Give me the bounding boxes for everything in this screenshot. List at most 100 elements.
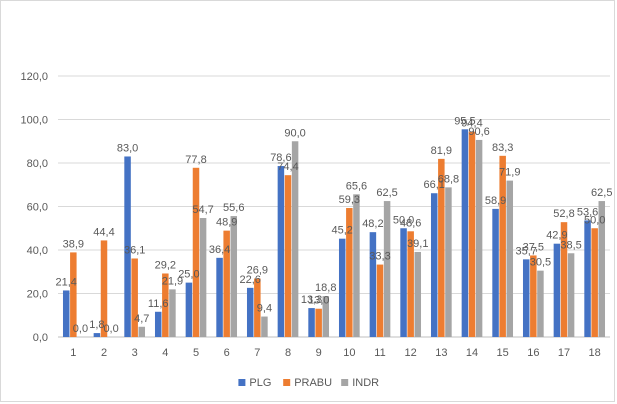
bar-prabu [192, 167, 200, 337]
data-label-indr: 90,0 [284, 127, 305, 139]
data-label-indr: 38,5 [560, 239, 581, 251]
data-label-indr: 30,5 [530, 257, 551, 269]
bar-plg [522, 259, 530, 337]
bar-plg [338, 238, 346, 337]
data-label-plg: 1,8 [89, 319, 104, 331]
bar-plg [492, 208, 499, 337]
data-label-prabu: 26,9 [247, 264, 268, 276]
data-label-prabu: 33,3 [369, 251, 390, 263]
x-tick-label: 2 [101, 347, 107, 359]
bar-plg [185, 282, 193, 337]
bar-prabu [530, 255, 537, 337]
bar-prabu [376, 264, 384, 337]
data-label-prabu: 13,0 [308, 295, 329, 307]
bar-plg [430, 193, 438, 337]
legend-label-plg: PLG [249, 377, 271, 389]
data-label-plg: 21,4 [56, 276, 77, 288]
bar-prabu [223, 230, 230, 337]
bar-plg [154, 311, 162, 337]
data-label-plg: 36,4 [209, 244, 230, 256]
legend-label-prabu: PRABU [294, 377, 332, 389]
data-label-prabu: 74,4 [277, 161, 298, 173]
bar-prabu [591, 228, 598, 337]
data-label-indr: 62,5 [591, 187, 612, 199]
bar-prabu [438, 158, 445, 337]
legend-label-indr: INDR [352, 377, 379, 389]
data-label-prabu: 38,9 [63, 238, 84, 250]
bar-plg [584, 220, 591, 337]
y-tick-label: 40,0 [27, 245, 48, 257]
bar-indr [322, 296, 330, 337]
y-tick-label: 120,0 [20, 71, 48, 83]
data-label-prabu: 94,4 [461, 118, 482, 130]
bar-indr [567, 253, 575, 337]
data-label-plg: 50,0 [393, 214, 414, 226]
data-label-indr: 90,6 [468, 126, 489, 138]
bar-plg [277, 166, 285, 337]
data-label-prabu: 36,1 [124, 244, 145, 256]
data-label-indr: 39,1 [407, 238, 428, 250]
data-label-prabu: 48,6 [400, 217, 421, 229]
bar-plg [369, 232, 377, 337]
bar-plg [400, 228, 407, 337]
data-label-indr: 18,8 [315, 282, 336, 294]
x-tick-label: 14 [466, 347, 478, 359]
bar-prabu [499, 155, 506, 337]
x-tick-label: 13 [435, 347, 447, 359]
x-tick-label: 5 [193, 347, 199, 359]
bar-indr [414, 251, 422, 337]
bar-indr [506, 180, 514, 337]
data-label-plg: 25,0 [178, 269, 199, 281]
legend-swatch-prabu [283, 379, 291, 386]
data-label-prabu: 48,9 [216, 217, 237, 229]
data-label-prabu: 81,9 [431, 145, 452, 157]
data-label-prabu: 77,8 [185, 154, 206, 166]
x-tick-label: 16 [527, 347, 539, 359]
bar-indr [169, 289, 176, 337]
data-label-plg: 35,7 [516, 245, 537, 257]
data-label-plg: 45,2 [332, 225, 353, 237]
y-tick-label: 60,0 [27, 202, 48, 214]
data-label-plg: 13,3 [301, 294, 322, 306]
x-tick-label: 10 [343, 347, 355, 359]
x-tick-label: 17 [558, 347, 570, 359]
bar-plg [553, 243, 561, 337]
bar-indr [138, 326, 146, 337]
bar-plg [246, 287, 254, 337]
x-tick-label: 15 [497, 347, 509, 359]
legend-swatch-plg [238, 379, 246, 386]
bar-prabu [407, 231, 414, 337]
data-label-prabu: 44,4 [93, 226, 114, 238]
legend-swatch-indr [341, 379, 349, 386]
bar-plg [62, 290, 70, 337]
bar-prabu [162, 273, 169, 337]
bar-indr [261, 316, 268, 337]
data-label-indr: 0,0 [73, 323, 88, 335]
data-label-indr: 4,7 [134, 313, 149, 325]
bar-prabu [560, 222, 568, 337]
x-tick-label: 4 [162, 347, 168, 359]
data-label-plg: 95,5 [454, 115, 475, 127]
bar-prabu [254, 278, 261, 337]
bar-indr [383, 201, 391, 337]
x-tick-label: 11 [374, 347, 385, 359]
bar-plg [216, 257, 223, 337]
x-tick-label: 6 [224, 347, 230, 359]
data-labels: 21,4 38,9 0,0 1,8 44,4 0,0 83,0 36,1 4,7 11,6 29,2… [56, 115, 613, 335]
data-label-indr: 0,0 [103, 323, 118, 335]
y-tick-label: 0,0 [33, 332, 48, 344]
x-tick-label: 1 [70, 347, 76, 359]
data-label-plg: 53,6 [577, 206, 598, 218]
x-tick-label: 7 [254, 347, 260, 359]
y-tick-label: 80,0 [27, 158, 48, 170]
x-axis-ticks: 1 2 3 4 5 6 7 8 9 10 11 12 13 14 15 16 17 18 [70, 347, 601, 359]
data-label-plg: 11,6 [148, 298, 169, 310]
data-label-plg: 78,6 [270, 152, 291, 164]
data-label-indr: 21,9 [162, 275, 183, 287]
bar-prabu [131, 258, 138, 337]
data-label-plg: 42,9 [546, 230, 567, 242]
bar-plg [308, 308, 315, 337]
data-label-plg: 83,0 [117, 142, 138, 154]
bars [62, 129, 606, 337]
data-label-prabu: 29,2 [155, 259, 176, 271]
